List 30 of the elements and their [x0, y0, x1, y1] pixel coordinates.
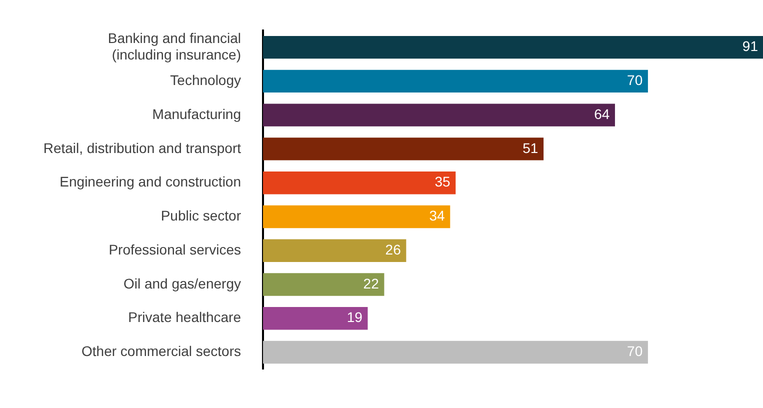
- data-label: 70: [627, 343, 643, 360]
- y-tick-label: Engineering and construction: [60, 174, 241, 190]
- bar: [263, 172, 456, 194]
- data-label: 22: [363, 275, 380, 292]
- y-tick-label: Public sector: [160, 208, 242, 224]
- data-label: 91: [742, 38, 758, 54]
- data-label: 70: [627, 72, 643, 88]
- data-label: 35: [434, 174, 451, 190]
- bar: [263, 205, 450, 228]
- y-tick-label: Oil and gas/energy: [123, 275, 241, 292]
- y-tick-label: Retail, distribution and transport: [43, 140, 242, 156]
- bar: [263, 273, 384, 296]
- bar: [263, 104, 615, 126]
- y-tick-label: Professional services: [108, 241, 241, 258]
- y-tick-label: Private healthcare: [128, 309, 242, 326]
- y-tick-label: Technology: [170, 72, 241, 88]
- bar: [263, 307, 368, 330]
- data-label: 19: [346, 309, 363, 326]
- y-tick-label: Manufacturing: [152, 106, 241, 122]
- bar: [263, 138, 544, 160]
- data-label: 51: [522, 140, 538, 156]
- data-label: 26: [385, 241, 402, 258]
- bar: [263, 340, 648, 364]
- y-tick-label: Other commercial sectors: [82, 343, 241, 360]
- y-tick-label: Banking and financial (including insurance): [108, 30, 241, 63]
- data-label: 34: [429, 208, 446, 224]
- data-label: 64: [594, 106, 610, 122]
- bar: [263, 36, 763, 59]
- bar: [263, 239, 406, 262]
- bar: [263, 70, 648, 93]
